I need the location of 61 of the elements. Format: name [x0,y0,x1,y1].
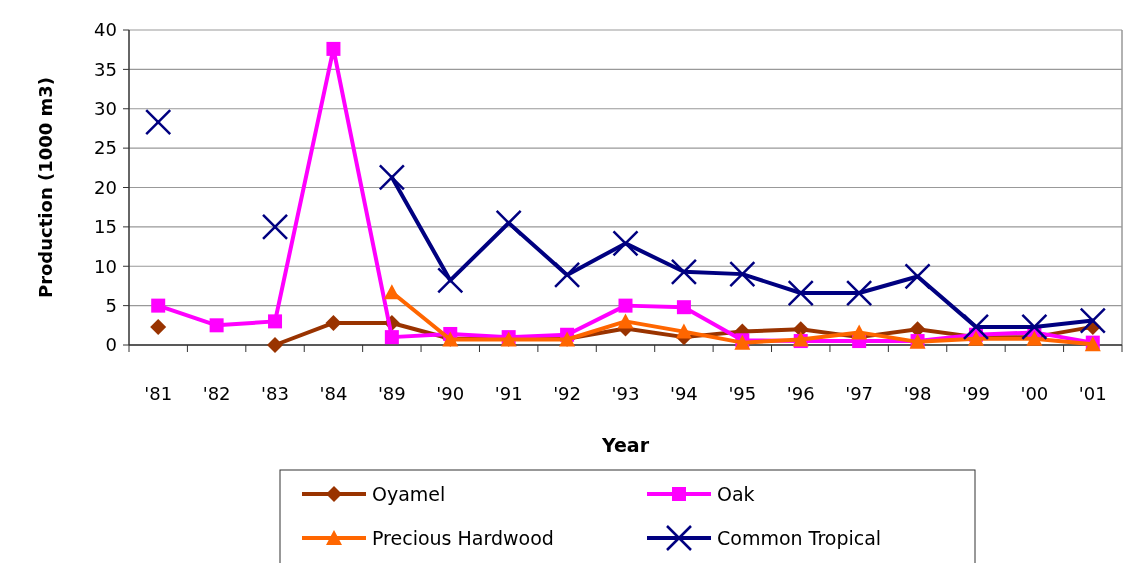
point [904,263,931,290]
point [675,323,692,339]
legend-label: Oak [717,482,755,505]
x-tick-label: '93 [611,383,640,404]
point [845,279,873,307]
point [787,279,814,307]
point [326,41,341,56]
point [261,213,289,241]
point [612,230,639,257]
point [144,108,172,136]
point [209,318,224,333]
y-tick-label: 20 [94,176,117,198]
point [495,209,522,237]
x-tick-label: '89 [377,383,406,404]
point [618,298,633,313]
x-tick-label: '01 [1078,383,1107,404]
y-tick-label: 5 [105,294,117,316]
x-tick-label: '97 [845,383,874,404]
point [729,260,756,288]
x-tick-label: '90 [436,383,465,404]
x-tick-label: '92 [553,383,582,404]
x-tick-label: '91 [494,383,523,404]
point [676,300,691,315]
point [267,337,284,353]
point [617,313,634,329]
point [962,313,990,341]
x-tick-label: '96 [786,383,815,404]
x-tick-label: '94 [669,383,698,404]
x-tick-label: '81 [144,383,173,404]
x-tick-label: '82 [202,383,231,404]
y-tick-label: 40 [94,19,117,41]
x-axis-title: Year [600,434,650,456]
point [670,258,698,286]
x-tick-label: '84 [319,383,348,404]
point [151,298,166,313]
legend-label: Common Tropical [717,526,882,549]
y-tick-label: 10 [94,255,117,277]
y-tick-label: 35 [94,58,117,80]
legend-label: Oyamel [372,482,446,505]
point [1079,307,1107,334]
x-tick-label: '00 [1020,383,1049,404]
point [268,314,283,329]
point [553,261,581,289]
point [383,284,400,300]
y-tick-label: 30 [94,98,117,120]
x-tick-label: '95 [728,383,757,404]
y-tick-label: 25 [94,137,117,159]
point [437,267,464,294]
point [1021,313,1048,341]
x-tick-label: '98 [903,383,932,404]
point [378,164,406,191]
y-tick-label: 15 [94,216,117,238]
point [325,314,342,331]
x-tick-label: '99 [962,383,990,404]
point [150,318,167,335]
point [851,324,868,340]
x-tick-label: '83 [261,383,289,404]
y-axis-title: Production (1000 m3) [35,76,56,299]
legend-label: Precious Hardwood [372,526,554,549]
y-tick-label: 0 [105,334,117,356]
point [384,330,399,345]
